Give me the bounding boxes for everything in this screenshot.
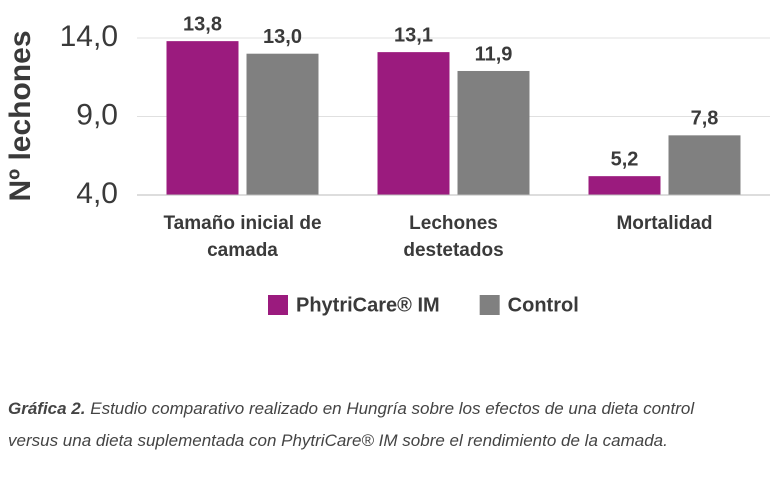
x-tick-label: Tamaño inicial de camada (163, 213, 322, 261)
bar (377, 52, 450, 195)
caption-text: Estudio comparativo realizado en Hungría… (8, 399, 695, 450)
y-tick-label: 14,0 (60, 20, 118, 53)
y-tick-label: 9,0 (76, 98, 118, 131)
bar (246, 53, 319, 196)
value-label: 13,1 (394, 24, 433, 46)
y-axis-label: Nº lechones (4, 30, 37, 201)
bar (457, 70, 530, 195)
legend-swatch (268, 295, 288, 315)
bar (668, 135, 741, 195)
chart: Nº lechones 4,0 9,0 14,0 13,8 13,0 13,1 11,9 5,… (4, 13, 770, 316)
bar (588, 176, 661, 195)
value-label: 7,8 (691, 108, 719, 130)
legend-label: PhytriCare® IM (296, 294, 440, 316)
value-label: 13,0 (263, 26, 302, 48)
legend-label: Control (508, 294, 579, 316)
x-tick-label: Mortalidad (616, 213, 713, 234)
x-tick-label: Lechones destetados (403, 213, 504, 261)
legend-swatch (479, 295, 500, 315)
value-label: 5,2 (611, 148, 639, 170)
caption: Gráfica 2. Estudio comparativo realizado… (8, 393, 748, 457)
caption-label: Gráfica 2. (8, 399, 86, 418)
value-label: 13,8 (183, 13, 222, 35)
bar (166, 41, 239, 195)
value-label: 11,9 (475, 43, 513, 65)
y-tick-label: 4,0 (76, 177, 118, 210)
